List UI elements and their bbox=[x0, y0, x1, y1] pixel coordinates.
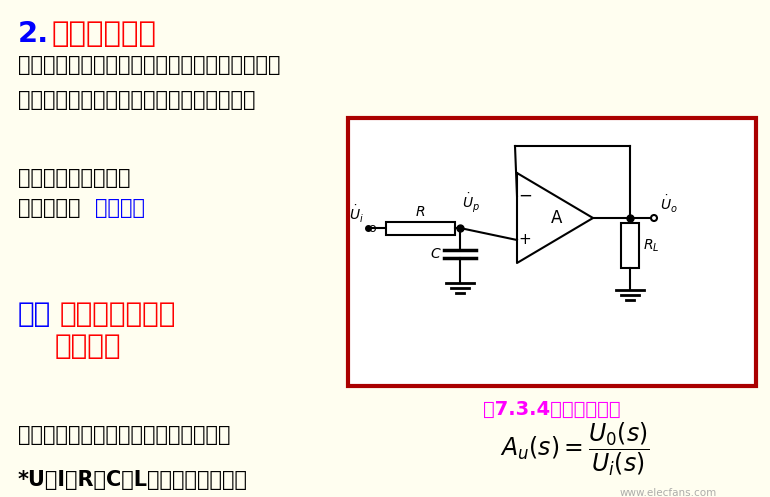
Text: 带宽合适的: 带宽合适的 bbox=[18, 198, 81, 218]
Text: 无源滤波电路受负载影响很大，滤波特性较差。: 无源滤波电路受负载影响很大，滤波特性较差。 bbox=[18, 55, 280, 75]
Text: 集成运放: 集成运放 bbox=[95, 198, 146, 218]
Text: +: + bbox=[519, 233, 531, 248]
Text: o: o bbox=[368, 222, 376, 235]
Text: 为了提高滤波特性，可使用有源滤波电路。: 为了提高滤波特性，可使用有源滤波电路。 bbox=[18, 90, 256, 110]
Text: 输出量的象函数与输入量的象函数之比: 输出量的象函数与输入量的象函数之比 bbox=[18, 425, 230, 445]
Text: R: R bbox=[416, 204, 425, 219]
Text: 组成电路时，应选用: 组成电路时，应选用 bbox=[18, 168, 130, 188]
Bar bbox=[621, 223, 639, 268]
Text: 2.: 2. bbox=[18, 20, 49, 48]
Text: −: − bbox=[518, 187, 532, 205]
Circle shape bbox=[651, 215, 657, 221]
Text: $R_L$: $R_L$ bbox=[643, 237, 659, 253]
Bar bbox=[386, 222, 455, 235]
Text: 图7.3.4有源滤波电路: 图7.3.4有源滤波电路 bbox=[484, 400, 621, 419]
Text: $\dot{U}_o$: $\dot{U}_o$ bbox=[660, 194, 678, 215]
Text: $A_u\left(s\right) = \dfrac{U_0\left(s\right)}{U_i\left(s\right)}$: $A_u\left(s\right) = \dfrac{U_0\left(s\r… bbox=[500, 420, 650, 478]
Text: $\dot{U}_p$: $\dot{U}_p$ bbox=[462, 191, 480, 214]
Text: *U、I、R、C、L的象函数表示方法: *U、I、R、C、L的象函数表示方法 bbox=[18, 470, 248, 490]
Bar bbox=[348, 118, 756, 386]
Text: www.elecfans.com: www.elecfans.com bbox=[620, 488, 717, 497]
Polygon shape bbox=[517, 173, 593, 263]
Text: $\dot{U}_i$: $\dot{U}_i$ bbox=[349, 204, 364, 225]
Text: C: C bbox=[430, 247, 440, 261]
Text: 有源滤波电路的: 有源滤波电路的 bbox=[59, 300, 176, 328]
Text: 四、: 四、 bbox=[18, 300, 52, 328]
Text: 传递函数: 传递函数 bbox=[55, 332, 122, 360]
Text: A: A bbox=[551, 209, 563, 227]
Text: 有源滤波电路: 有源滤波电路 bbox=[52, 20, 157, 48]
